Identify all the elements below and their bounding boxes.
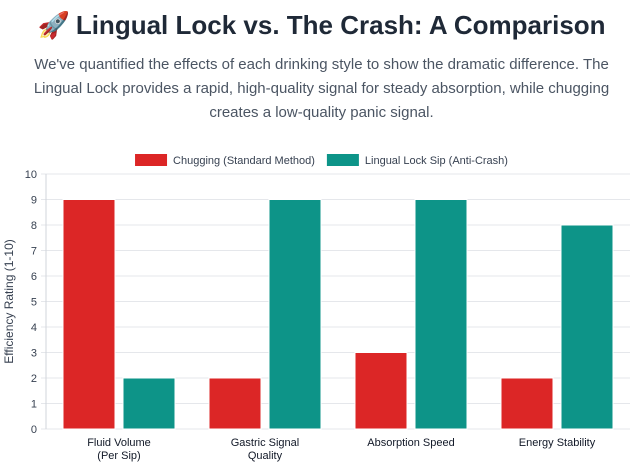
bar-lingual-lock bbox=[268, 199, 322, 430]
legend-label: Chugging (Standard Method) bbox=[173, 155, 315, 167]
y-tick-label: 5 bbox=[31, 297, 37, 309]
bar-chugging bbox=[62, 199, 116, 430]
page-description: We've quantified the effects of each dri… bbox=[33, 56, 610, 121]
title-text: Lingual Lock vs. The Crash: A Comparison bbox=[75, 10, 606, 40]
legend-swatch-chugging bbox=[135, 154, 168, 166]
page-title: 🚀 Lingual Lock vs. The Crash: A Compariso… bbox=[0, 6, 643, 45]
y-tick-label: 8 bbox=[31, 220, 37, 232]
y-tick-label: 2 bbox=[31, 373, 37, 385]
bar-chugging bbox=[208, 377, 262, 430]
x-tick-label: Energy Stability bbox=[519, 437, 596, 449]
y-tick-label: 10 bbox=[25, 169, 37, 181]
legend-swatch-lingual-lock bbox=[326, 154, 359, 166]
bar-lingual-lock bbox=[560, 224, 614, 430]
legend-label: Lingual Lock Sip (Anti-Crash) bbox=[365, 155, 508, 167]
bar-lingual-lock bbox=[122, 377, 176, 430]
y-axis-label: Efficiency Rating (1-10) bbox=[2, 239, 16, 364]
x-tick-label: Fluid Volume (Per Sip) bbox=[87, 437, 151, 462]
bar-chugging bbox=[354, 352, 408, 430]
x-tick-label: Gastric Signal Quality bbox=[231, 437, 299, 462]
y-tick-label: 6 bbox=[31, 271, 37, 283]
y-tick-label: 3 bbox=[31, 348, 37, 360]
y-tick-label: 4 bbox=[31, 322, 37, 334]
y-tick-label: 1 bbox=[31, 399, 37, 411]
bar-chugging bbox=[500, 377, 554, 430]
bar-lingual-lock bbox=[414, 199, 468, 430]
x-tick-label: Absorption Speed bbox=[367, 437, 454, 449]
y-tick-label: 9 bbox=[31, 195, 37, 207]
rocket-icon: 🚀 bbox=[37, 11, 70, 41]
y-tick-label: 7 bbox=[31, 246, 37, 258]
y-tick-label: 0 bbox=[31, 424, 37, 436]
